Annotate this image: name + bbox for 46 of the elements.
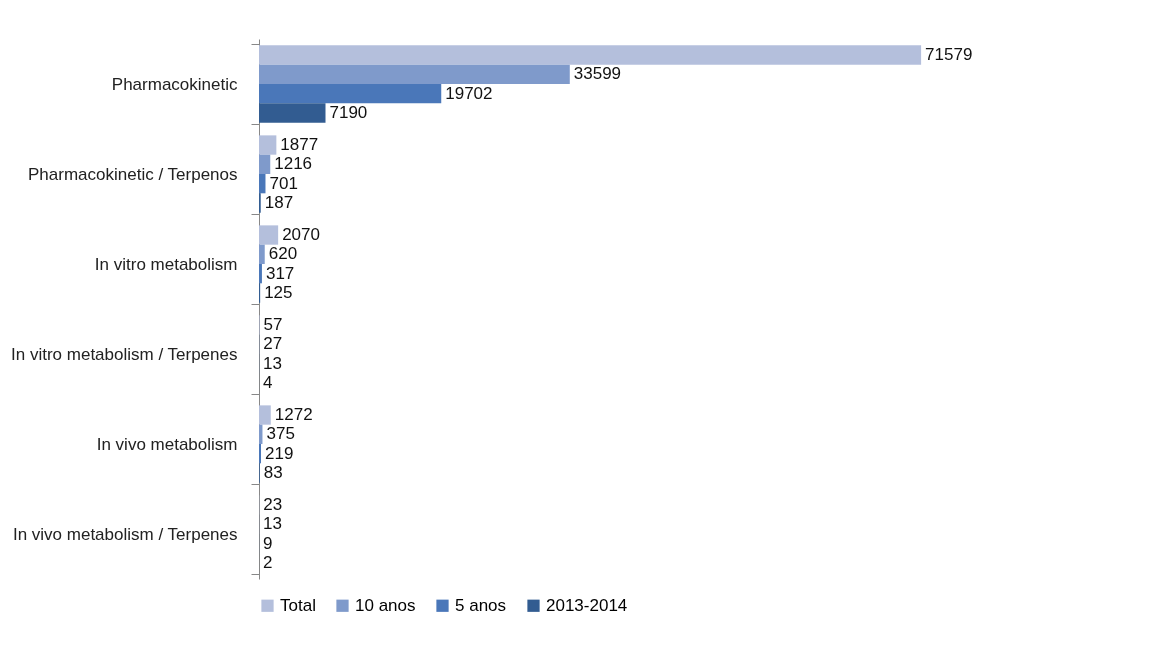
bar [259, 64, 570, 84]
bar [259, 225, 279, 245]
data-label: 701 [269, 173, 298, 193]
bar [259, 154, 271, 174]
y-tick-label: In vivo metabolism [96, 434, 238, 454]
bar [259, 45, 922, 65]
bar [259, 135, 277, 155]
legend-label: 2013-2014 [546, 595, 628, 615]
legend-label: 10 anos [355, 595, 416, 615]
data-label: 1272 [274, 405, 313, 425]
y-tick-label: In vitro metabolism [94, 254, 238, 274]
legend-label: Total [280, 595, 316, 615]
y-tick-label: In vitro metabolism / Terpenes [11, 344, 238, 364]
data-label: 125 [264, 282, 293, 302]
bar [259, 103, 326, 123]
data-label: 57 [263, 315, 283, 335]
data-label: 9 [263, 533, 273, 553]
data-label: 19702 [445, 83, 493, 103]
y-tick-label: In vivo metabolism / Terpenes [12, 524, 238, 544]
bar [259, 244, 265, 264]
data-label: 27 [263, 334, 283, 354]
bar [259, 405, 271, 425]
data-label: 1877 [280, 135, 319, 155]
data-label: 1216 [274, 154, 313, 174]
bar [259, 444, 262, 464]
data-label: 7190 [329, 102, 368, 122]
data-label: 83 [263, 462, 283, 482]
legend-label: 5 anos [455, 595, 507, 615]
data-label: 71579 [925, 45, 973, 65]
bar [259, 174, 266, 194]
data-label: 13 [263, 353, 283, 373]
y-tick-label: Pharmacokinetic [111, 74, 238, 94]
data-label: 187 [264, 192, 294, 212]
data-label: 375 [266, 424, 295, 444]
data-label: 13 [263, 514, 283, 534]
data-label: 4 [263, 372, 273, 392]
data-label: 219 [265, 443, 294, 463]
data-label: 23 [263, 495, 283, 515]
y-tick-label: Pharmacokinetic / Terpenos [28, 164, 238, 184]
data-label: 317 [265, 263, 295, 283]
data-label: 2070 [282, 225, 320, 245]
data-label: 2 [263, 552, 273, 572]
data-label: 33599 [573, 64, 622, 84]
bar [259, 264, 262, 284]
bar [259, 84, 442, 104]
data-label: 620 [268, 244, 298, 264]
